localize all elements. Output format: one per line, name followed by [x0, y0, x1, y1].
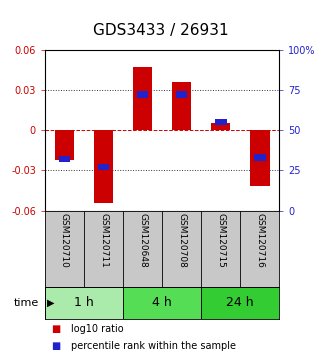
Bar: [215, 119, 227, 125]
Bar: [211, 124, 230, 130]
Text: percentile rank within the sample: percentile rank within the sample: [71, 341, 236, 351]
Bar: [98, 164, 109, 171]
Text: time: time: [13, 298, 39, 308]
Bar: [201, 287, 279, 319]
Text: 24 h: 24 h: [226, 296, 254, 309]
Bar: [133, 67, 152, 130]
Text: log10 ratio: log10 ratio: [71, 324, 123, 333]
Text: ■: ■: [51, 324, 61, 333]
Bar: [172, 82, 191, 130]
Bar: [123, 287, 201, 319]
Text: 1 h: 1 h: [74, 296, 94, 309]
Bar: [137, 91, 148, 98]
Bar: [176, 91, 187, 98]
Bar: [55, 130, 74, 160]
Text: ■: ■: [51, 341, 61, 351]
Bar: [254, 154, 265, 161]
Bar: [250, 130, 270, 187]
Text: GSM120648: GSM120648: [138, 213, 147, 268]
Bar: [59, 156, 70, 162]
Text: GDS3433 / 26931: GDS3433 / 26931: [93, 23, 228, 38]
Text: 4 h: 4 h: [152, 296, 172, 309]
Bar: [45, 287, 123, 319]
Text: GSM120715: GSM120715: [216, 213, 225, 268]
Bar: [94, 130, 113, 202]
Text: GSM120710: GSM120710: [60, 213, 69, 268]
Text: GSM120711: GSM120711: [99, 213, 108, 268]
Text: GSM120716: GSM120716: [255, 213, 264, 268]
Text: ▶: ▶: [47, 298, 54, 308]
Text: GSM120708: GSM120708: [177, 213, 186, 268]
